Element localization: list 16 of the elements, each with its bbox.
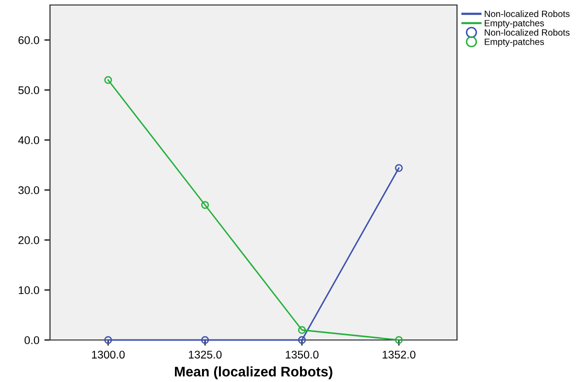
legend-label: Empty-patches — [484, 38, 544, 47]
x-tick-label: 1300.0 — [92, 350, 125, 359]
x-tick-label: 1325.0 — [188, 350, 222, 359]
y-tick-label: 60.0 — [18, 36, 40, 44]
text: Empty-patches — [484, 20, 544, 28]
y-tick-label: 50.0 — [18, 86, 40, 94]
y-tick-label: 10.0 — [18, 286, 40, 294]
x-axis-title: Mean (localized Robots) — [174, 366, 332, 380]
x-tick-label: 1350.0 — [286, 350, 319, 359]
y-tick-label: 40.0 — [18, 136, 40, 144]
legend-label: Non-localized Robots — [484, 29, 570, 36]
y-tick-label: 20.0 — [18, 236, 40, 244]
y-tick-label: 30.0 — [18, 186, 40, 194]
x-tick-label: 1352.0 — [382, 350, 416, 359]
text: Non-localized Robots — [484, 10, 570, 18]
y-tick-label: 0.0 — [24, 336, 40, 344]
